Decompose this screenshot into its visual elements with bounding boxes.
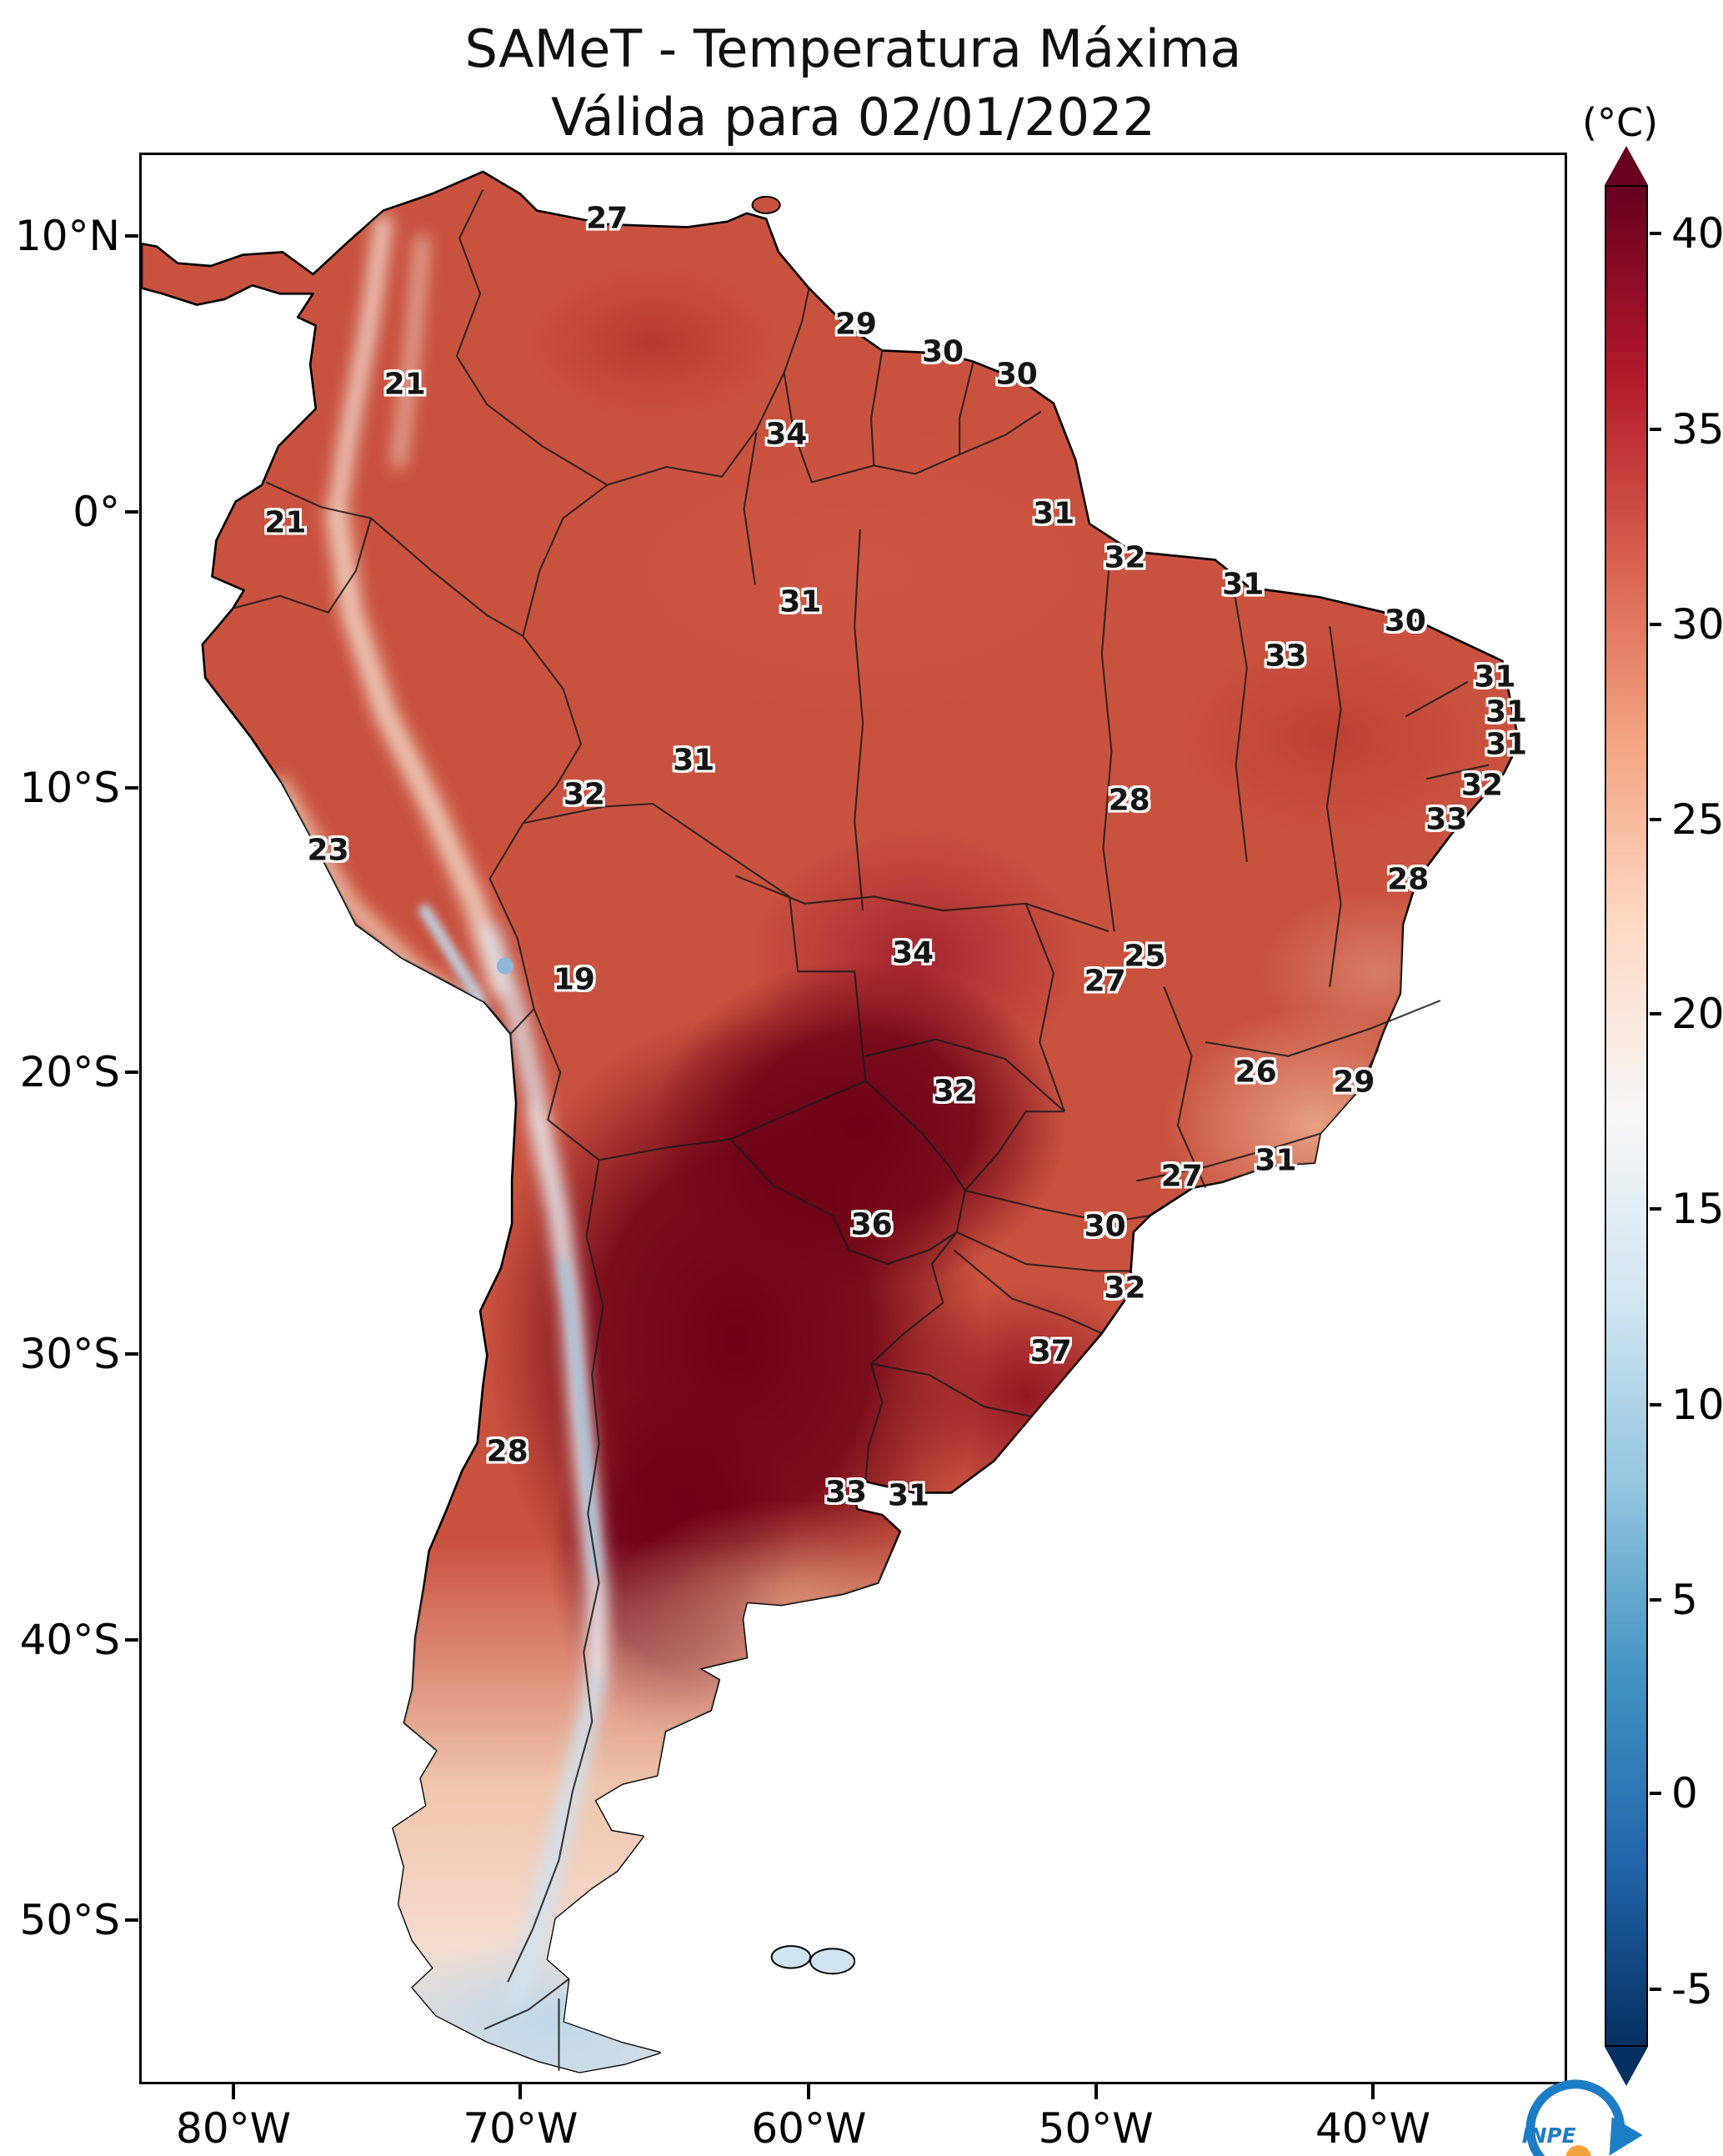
islands	[751, 195, 856, 1975]
colorbar-under-arrow	[1605, 2047, 1648, 2086]
x-tick-mark	[1094, 2084, 1098, 2099]
colorbar-tick-label: 40	[1671, 209, 1723, 258]
y-tick-mark	[125, 1352, 138, 1356]
x-tick-mark	[518, 2084, 523, 2099]
colorbar-tick-label: 25	[1671, 795, 1723, 845]
y-axis-tick-marks	[125, 153, 138, 2084]
country-and-state-borders	[233, 189, 1490, 2071]
figure-title: SAMeT - Temperatura Máxima Válida para 0…	[139, 15, 1567, 152]
y-tick-label: 40°S	[19, 1616, 120, 1665]
y-tick-label: 10°S	[19, 764, 120, 813]
inpe-swirl-icon	[1525, 2079, 1625, 2156]
colorbar-tick-mark	[1650, 232, 1661, 236]
y-tick-mark	[125, 1070, 138, 1074]
y-tick-mark	[125, 1918, 138, 1923]
x-tick-label: 60°W	[751, 2104, 867, 2153]
y-tick-label: 20°S	[19, 1047, 120, 1096]
x-axis-tick-marks	[139, 2084, 1567, 2099]
y-tick-label: 50°S	[19, 1896, 120, 1945]
inpe-orange-dot-icon	[1565, 2145, 1591, 2156]
x-tick-mark	[232, 2084, 236, 2099]
colorbar-tick-mark	[1650, 1011, 1661, 1015]
colorbar-tick-label: 20	[1671, 989, 1723, 1038]
colorbar-tick-mark	[1650, 1402, 1661, 1406]
colorbar-tick-mark	[1650, 1987, 1661, 1991]
colorbar-tick-mark	[1650, 1598, 1661, 1602]
colorbar-tick-mark	[1650, 818, 1661, 822]
x-tick-mark	[1371, 2084, 1375, 2099]
colorbar-gradient	[1605, 185, 1648, 2047]
colorbar-unit-label: (°C)	[1582, 100, 1659, 145]
colorbar-tick-mark	[1650, 427, 1661, 431]
colorbar-ticks: 40 35 30 25 20 15 10 5 0 -5	[1605, 185, 1723, 2047]
inpe-logo-text: INPE	[1522, 2123, 1576, 2148]
colorbar-tick-label: 10	[1671, 1380, 1723, 1429]
y-axis: 10°N 0° 10°S 20°S 30°S 40°S 50°S	[0, 153, 125, 2084]
colorbar-tick-label: 30	[1671, 599, 1723, 649]
x-tick-label: 50°W	[1038, 2104, 1154, 2153]
title-line1: SAMeT - Temperatura Máxima	[464, 18, 1242, 79]
y-tick-mark	[125, 786, 138, 790]
colorbar: 40 35 30 25 20 15 10 5 0 -5	[1605, 146, 1723, 2088]
y-tick-label: 10°N	[14, 211, 120, 260]
map-plot: 27 29 30 30 21 34 21 31 32 31 31 30 33 31 31 31 31 32 32 28…	[139, 153, 1643, 2156]
x-tick-label: 80°W	[176, 2104, 292, 2153]
colorbar-tick-mark	[1650, 622, 1661, 626]
x-tick-label: 70°W	[463, 2104, 579, 2153]
south-america-map	[142, 155, 1565, 2082]
x-tick-mark	[807, 2084, 811, 2099]
y-tick-mark	[125, 509, 138, 514]
colorbar-tick-label: 35	[1671, 404, 1723, 454]
colorbar-tick-label: -5	[1671, 1964, 1713, 2013]
inpe-logo: INPE	[1499, 2060, 1653, 2156]
colorbar-tick-label: 5	[1671, 1576, 1698, 1625]
y-tick-mark	[125, 233, 138, 238]
x-tick-label: 40°W	[1315, 2104, 1431, 2153]
y-tick-label: 0°	[73, 487, 120, 536]
colorbar-tick-mark	[1650, 1207, 1661, 1211]
y-tick-mark	[125, 1638, 138, 1642]
x-axis: 80°W 70°W 60°W 50°W 40°W	[139, 2104, 1567, 2156]
y-tick-label: 30°S	[19, 1330, 120, 1379]
colorbar-tick-mark	[1650, 1792, 1661, 1796]
colorbar-tick-label: 0	[1671, 1769, 1698, 1818]
title-line2: Válida para 02/01/2022	[551, 86, 1155, 148]
inpe-arrow-icon	[1609, 2117, 1643, 2156]
colorbar-tick-label: 15	[1671, 1185, 1723, 1234]
colorbar-over-arrow	[1605, 146, 1648, 185]
